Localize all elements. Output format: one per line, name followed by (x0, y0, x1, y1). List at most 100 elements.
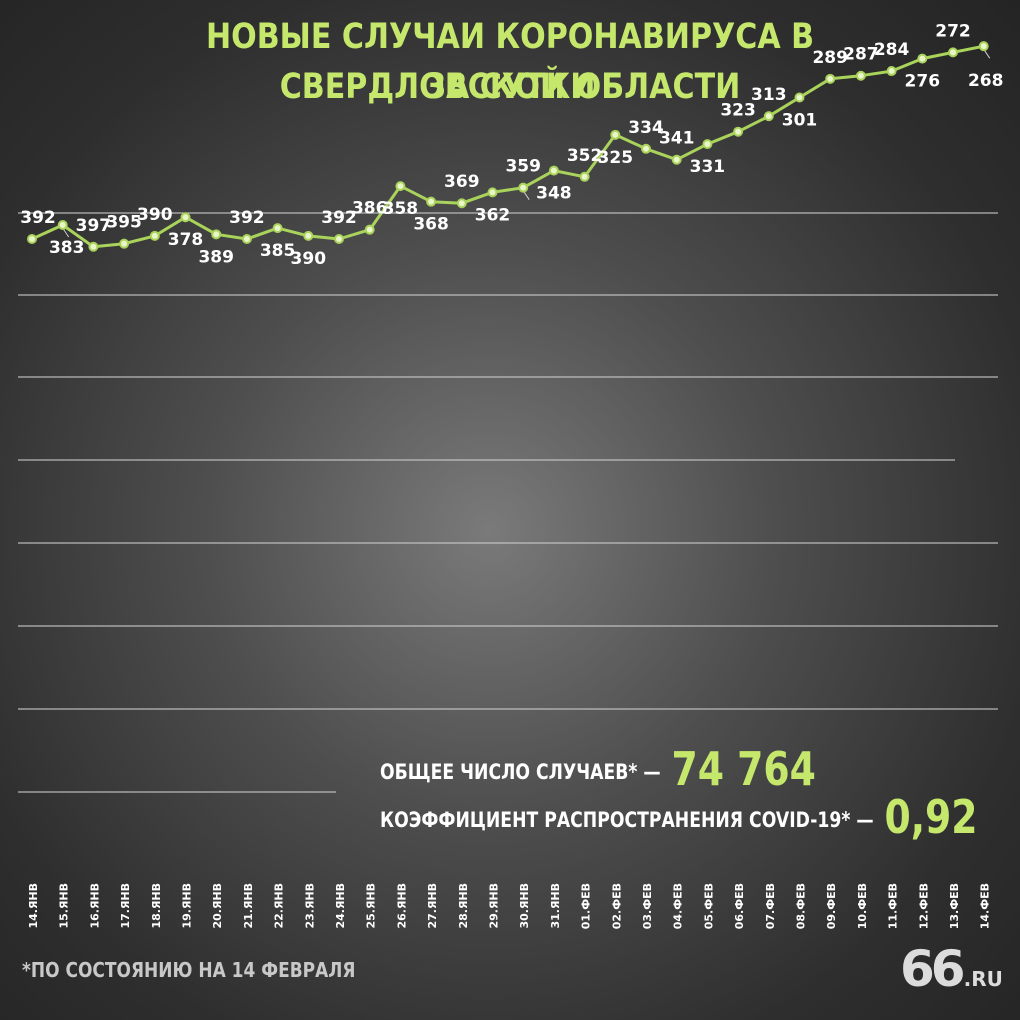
data-point (702, 139, 713, 150)
data-point (27, 234, 37, 244)
data-point (825, 73, 836, 84)
x-tick-label: 12.ФЕВ (917, 883, 930, 929)
x-tick-label: 14.ЯНВ (27, 883, 40, 929)
data-label: 362 (475, 205, 511, 225)
data-label: 397 (76, 216, 112, 236)
x-tick-label: 13.ФЕВ (948, 883, 961, 929)
total-cases-label: ОБЩЕЕ ЧИСЛО СЛУЧАЕВ* — (380, 760, 661, 784)
data-label: 392 (229, 208, 265, 228)
data-point (610, 129, 621, 140)
data-point (149, 230, 160, 241)
x-tick-label: 11.ФЕВ (887, 883, 900, 929)
data-label: 331 (690, 157, 726, 177)
x-tick-label: 09.ФЕВ (825, 883, 838, 929)
data-label: 392 (20, 208, 56, 228)
data-label: 395 (106, 213, 142, 233)
data-point (917, 53, 928, 64)
data-label: 383 (49, 238, 85, 258)
x-tick-label: 04.ФЕВ (672, 883, 685, 929)
x-tick-label: 29.ЯНВ (488, 883, 501, 929)
data-point (180, 212, 191, 223)
data-label: 385 (260, 241, 296, 261)
data-label: 392 (321, 208, 357, 228)
data-label: 323 (720, 101, 756, 121)
data-label: 390 (137, 205, 173, 225)
data-label: 348 (536, 184, 572, 204)
coefficient-summary: КОЭФФИЦИЕНТ РАСПРОСТРАНЕНИЯ COVID-19* — … (380, 790, 978, 844)
total-cases-value: 74 764 (671, 742, 816, 796)
chart-title-line2: ЗА СУТКИ (424, 67, 596, 107)
data-point (948, 47, 958, 58)
data-point (364, 224, 375, 235)
coefficient-label: КОЭФФИЦИЕНТ РАСПРОСТРАНЕНИЯ COVID-19* — (380, 808, 874, 832)
x-tick-label: 30.ЯНВ (518, 883, 531, 929)
data-point (548, 165, 559, 176)
x-tick-label: 07.ФЕВ (764, 883, 777, 929)
data-label: 378 (168, 230, 204, 250)
data-point (241, 234, 252, 244)
x-tick-label: 15.ЯНВ (58, 883, 71, 929)
data-point (886, 66, 897, 77)
data-label: 368 (413, 215, 449, 235)
chart-title-line1: НОВЫЕ СЛУЧАИ КОРОНАВИРУСА В СВЕРДЛОВСКОЙ… (205, 17, 815, 107)
data-point (579, 171, 590, 182)
x-tick-label: 16.ЯНВ (88, 883, 101, 929)
x-tick-label: 19.ЯНВ (181, 883, 194, 929)
data-point (395, 181, 406, 192)
x-tick-label: 18.ЯНВ (150, 883, 163, 929)
x-tick-label: 01.ФЕВ (580, 883, 593, 929)
data-label: 359 (505, 157, 541, 177)
x-tick-label: 23.ЯНВ (303, 883, 316, 929)
x-tick-label: 17.ЯНВ (119, 883, 132, 929)
x-tick-label: 14.ФЕВ (979, 883, 992, 929)
data-point (763, 111, 774, 122)
data-point (733, 126, 744, 137)
logo-suffix: .RU (963, 967, 1003, 991)
footnote: *ПО СОСТОЯНИЮ НА 14 ФЕВРАЛЯ (22, 958, 356, 982)
data-label: 268 (968, 71, 1004, 91)
data-label: 325 (598, 148, 634, 168)
data-points (27, 41, 989, 252)
x-tick-label: 08.ФЕВ (795, 883, 808, 929)
x-tick-label: 28.ЯНВ (457, 883, 470, 929)
data-point (518, 182, 529, 193)
data-point (855, 70, 866, 81)
total-cases-summary: ОБЩЕЕ ЧИСЛО СЛУЧАЕВ* — 74 764 (380, 742, 816, 796)
data-point (303, 230, 314, 241)
x-tick-label: 22.ЯНВ (273, 883, 286, 929)
data-label: 369 (444, 172, 480, 192)
data-label: 352 (567, 146, 603, 166)
x-tick-label: 27.ЯНВ (426, 883, 439, 929)
data-label: 301 (782, 110, 818, 130)
data-point (671, 154, 682, 165)
data-label: 334 (628, 118, 664, 138)
data-label: 313 (751, 85, 787, 105)
data-label: 272 (935, 21, 971, 41)
data-point (57, 220, 68, 231)
data-point (211, 229, 222, 240)
data-point (334, 234, 344, 244)
logo-number: 66 (900, 940, 966, 998)
x-tick-label: 26.ЯНВ (395, 883, 408, 929)
data-label: 287 (843, 45, 879, 65)
data-point (794, 92, 805, 103)
x-tick-label: 21.ЯНВ (242, 883, 255, 929)
x-tick-label: 25.ЯНВ (365, 883, 378, 929)
data-labels: 3923833973953903783893923853903923863583… (20, 21, 1003, 268)
x-tick-label: 03.ФЕВ (641, 883, 654, 929)
chart-grid (18, 212, 998, 793)
x-tick-label: 02.ФЕВ (610, 883, 623, 929)
data-label: 358 (383, 199, 419, 219)
data-point (641, 143, 651, 154)
data-point (88, 241, 99, 252)
data-label: 276 (905, 72, 941, 92)
coefficient-value: 0,92 (884, 790, 978, 844)
data-point (426, 196, 437, 207)
data-label: 341 (659, 129, 695, 149)
x-tick-label: 06.ФЕВ (733, 883, 746, 929)
data-point (456, 198, 467, 209)
data-point (487, 187, 498, 198)
data-point (272, 223, 283, 234)
data-label: 289 (812, 48, 848, 68)
data-label: 389 (198, 247, 234, 267)
